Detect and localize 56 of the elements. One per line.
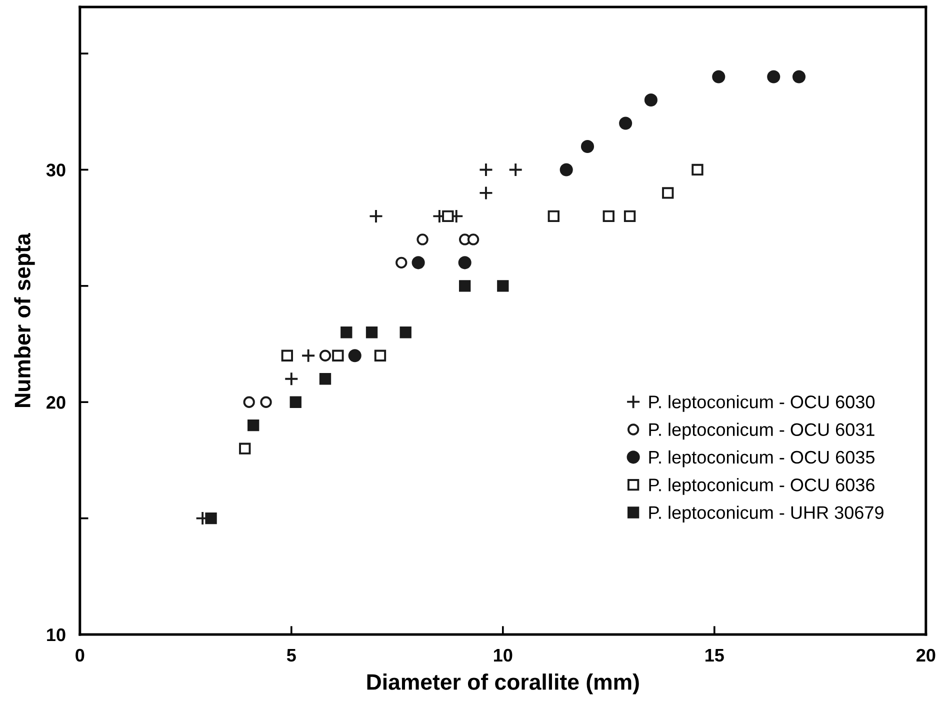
x-tick-label: 20 xyxy=(916,648,936,662)
point xyxy=(247,420,260,432)
point xyxy=(340,326,352,338)
point xyxy=(619,116,632,130)
point xyxy=(205,512,217,524)
point xyxy=(374,350,386,362)
point xyxy=(458,256,472,270)
point xyxy=(644,93,658,107)
point xyxy=(467,234,480,246)
point xyxy=(497,280,509,292)
point xyxy=(260,396,272,408)
x-tick-label: 0 xyxy=(76,648,84,662)
point xyxy=(478,186,494,200)
point xyxy=(792,70,806,84)
x-tick-label: 10 xyxy=(494,648,512,662)
point xyxy=(281,350,294,362)
y-axis-title: Number of septa xyxy=(14,232,35,407)
point xyxy=(767,70,780,84)
point xyxy=(416,234,428,246)
y-tick-label: 30 xyxy=(46,164,66,176)
point xyxy=(319,350,332,362)
x-axis-title: Diameter of corallite (mm) xyxy=(367,674,639,694)
point xyxy=(348,349,362,362)
x-tick-label: 15 xyxy=(705,649,724,662)
y-tick-label: 10 xyxy=(47,628,66,642)
point xyxy=(712,70,726,84)
point xyxy=(239,442,251,454)
legend-label: P. leptoconicum - UHR 30679 xyxy=(649,506,884,523)
point xyxy=(548,210,560,222)
point xyxy=(662,187,674,199)
point xyxy=(624,210,636,222)
point xyxy=(478,162,494,177)
legend-label: P. leptoconicum - OCU 6035 xyxy=(649,450,874,468)
x-tick-label: 5 xyxy=(286,649,296,662)
point xyxy=(458,280,471,292)
point xyxy=(602,210,614,222)
point xyxy=(396,256,408,269)
point xyxy=(692,164,704,176)
point xyxy=(284,372,299,386)
point xyxy=(560,163,573,176)
point xyxy=(290,396,302,408)
point xyxy=(301,348,316,363)
point xyxy=(368,208,384,224)
legend-label: P. leptoconicum - OCU 6031 xyxy=(649,422,874,440)
point xyxy=(400,326,412,338)
point xyxy=(508,162,523,177)
legend-label: P. leptoconicum - OCU 6036 xyxy=(649,478,874,495)
legend-label: P. leptoconicum - OCU 6030 xyxy=(649,395,875,412)
point xyxy=(442,210,454,222)
point xyxy=(412,256,425,270)
point xyxy=(580,140,594,154)
y-tick-label: 20 xyxy=(46,396,66,409)
point xyxy=(319,373,332,385)
point xyxy=(366,326,378,338)
point xyxy=(243,396,255,408)
point xyxy=(332,350,344,362)
